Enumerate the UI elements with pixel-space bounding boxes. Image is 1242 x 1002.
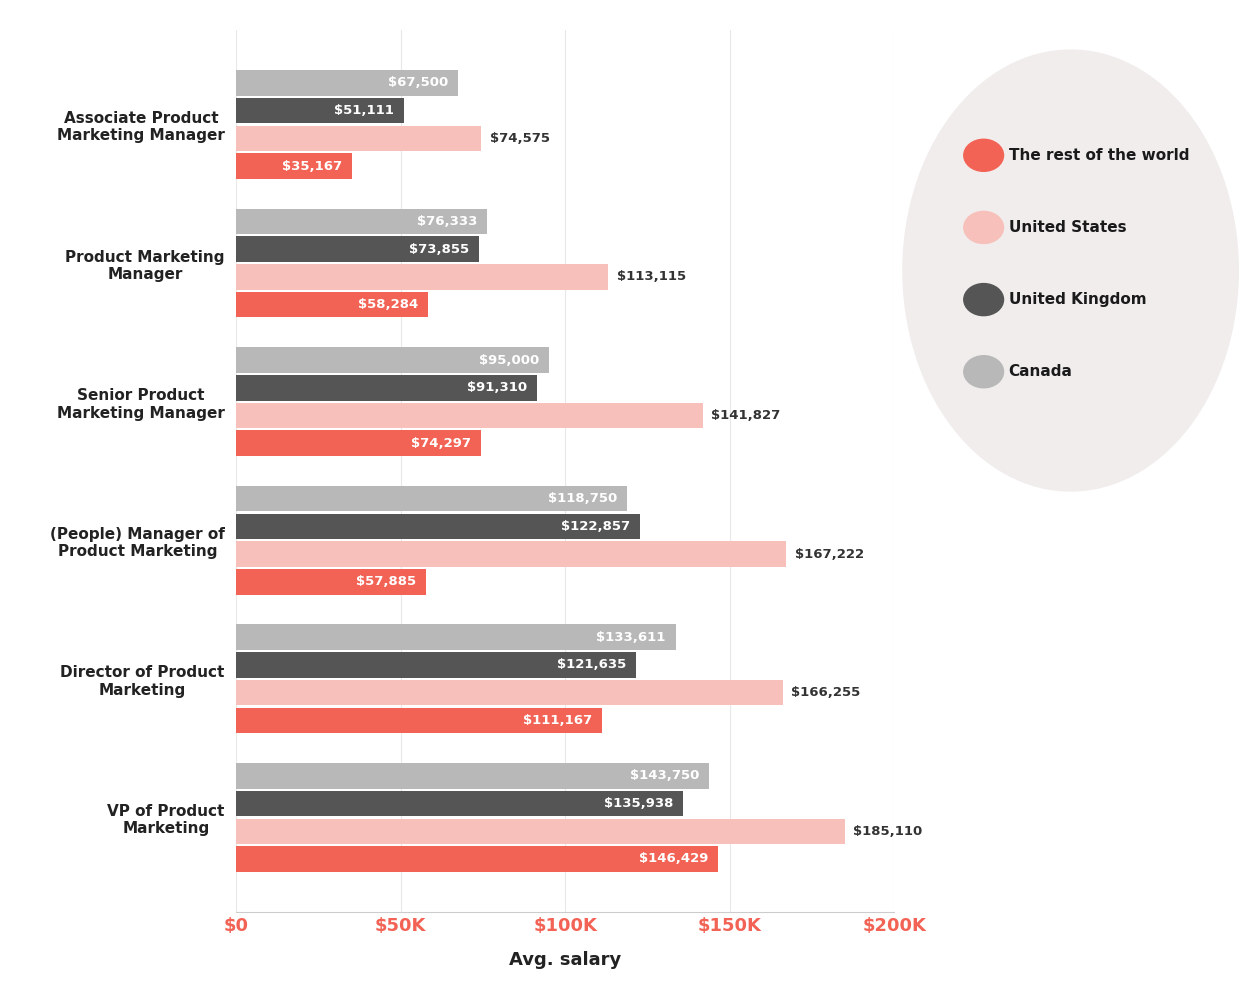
Text: The rest of the world: The rest of the world — [1009, 148, 1189, 162]
Bar — [236, 208, 487, 234]
Bar — [236, 791, 683, 817]
Text: $73,855: $73,855 — [409, 242, 469, 256]
Text: $135,938: $135,938 — [604, 797, 673, 810]
Text: $143,750: $143,750 — [630, 770, 699, 783]
Bar — [236, 348, 549, 373]
Bar — [236, 514, 641, 539]
Bar — [236, 403, 703, 428]
Text: United Kingdom: United Kingdom — [1009, 293, 1146, 307]
Text: $113,115: $113,115 — [616, 271, 686, 284]
X-axis label: Avg. salary: Avg. salary — [509, 951, 621, 969]
Bar — [236, 569, 426, 594]
Text: $74,575: $74,575 — [489, 132, 550, 145]
Bar — [236, 125, 482, 151]
Text: United States: United States — [1009, 220, 1126, 234]
Text: $51,111: $51,111 — [334, 104, 394, 117]
Text: $91,310: $91,310 — [467, 382, 527, 394]
Bar — [236, 847, 718, 872]
Text: $122,857: $122,857 — [561, 520, 631, 533]
Text: $141,827: $141,827 — [710, 409, 780, 422]
Bar — [236, 624, 676, 650]
Bar — [236, 680, 784, 705]
Text: $167,222: $167,222 — [795, 548, 863, 560]
Bar — [236, 265, 609, 290]
Text: Canada: Canada — [1009, 365, 1072, 379]
Text: $35,167: $35,167 — [282, 159, 342, 172]
Bar — [236, 764, 709, 789]
Bar — [236, 431, 481, 456]
Text: $133,611: $133,611 — [596, 630, 666, 643]
Bar — [236, 98, 404, 123]
Bar — [236, 292, 427, 318]
Text: $76,333: $76,333 — [417, 215, 477, 228]
Bar — [236, 541, 786, 567]
Bar — [236, 819, 846, 844]
Text: $67,500: $67,500 — [388, 76, 448, 89]
Text: $95,000: $95,000 — [478, 354, 539, 367]
Text: $166,255: $166,255 — [791, 686, 861, 699]
Text: $111,167: $111,167 — [523, 713, 592, 726]
Text: $146,429: $146,429 — [638, 853, 708, 866]
Text: $121,635: $121,635 — [558, 658, 626, 671]
Bar — [236, 486, 627, 511]
Bar — [236, 236, 479, 262]
Bar — [236, 375, 537, 401]
Text: $118,750: $118,750 — [548, 492, 617, 505]
Bar — [236, 70, 458, 95]
Text: $57,885: $57,885 — [356, 575, 416, 588]
Text: $185,110: $185,110 — [853, 825, 923, 838]
Text: $58,284: $58,284 — [358, 299, 419, 312]
Bar — [236, 707, 602, 733]
Bar — [236, 153, 351, 178]
Text: $74,297: $74,297 — [411, 437, 471, 450]
Bar — [236, 652, 636, 677]
